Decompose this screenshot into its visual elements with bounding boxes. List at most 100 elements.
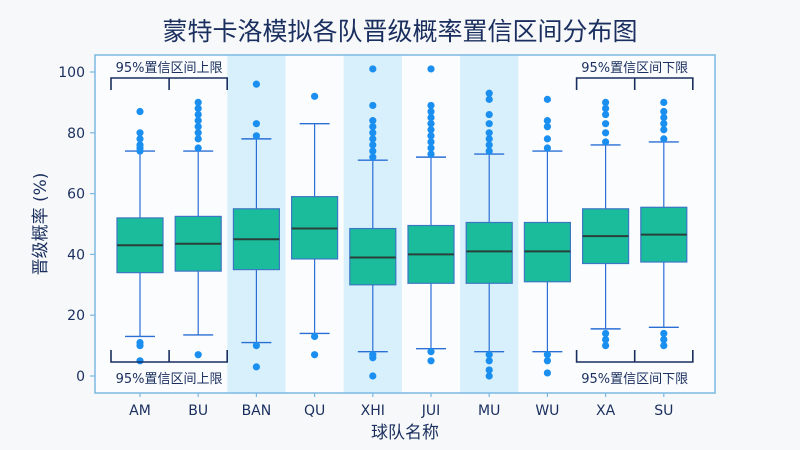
x-tick-label-am: AM: [129, 403, 151, 419]
outlier-point: [660, 135, 668, 143]
outlier-point: [543, 351, 552, 359]
outlier-point: [194, 129, 202, 137]
outlier-point: [252, 80, 260, 88]
x-tick-label-jui: JUI: [421, 403, 441, 419]
outlier-point: [485, 351, 493, 359]
outlier-point: [602, 120, 610, 128]
outlier-point: [369, 351, 377, 359]
y-tick-label-0: 0: [76, 369, 85, 385]
outlier-point: [543, 357, 552, 365]
outlier-point: [136, 129, 144, 137]
y-axis-label: 晋级概率 (%): [31, 173, 51, 276]
x-axis-label: 球队名称: [371, 423, 439, 443]
box-xa: [581, 98, 630, 350]
outlier-point: [252, 363, 260, 371]
plot-frame: [94, 54, 716, 394]
outlier-point: [194, 123, 202, 131]
outlier-point: [427, 348, 435, 356]
outlier-point: [194, 98, 202, 106]
outlier-point: [311, 351, 319, 359]
x-tick-label-su: SU: [654, 403, 673, 419]
outlier-point: [136, 338, 144, 347]
outlier-point: [311, 332, 319, 341]
outlier-point: [485, 89, 493, 97]
outlier-point: [485, 372, 493, 380]
x-tick-label-bu: BU: [188, 403, 208, 419]
outlier-point: [602, 110, 610, 119]
x-tick-label-ban: BAN: [242, 403, 272, 419]
outlier-point: [194, 104, 202, 113]
ci-annotation-label: 95%置信区间下限: [581, 372, 688, 387]
x-tick-label-wu: WU: [535, 403, 559, 419]
outlier-point: [136, 107, 144, 116]
outlier-point: [427, 120, 435, 128]
outlier-point: [485, 129, 493, 137]
outlier-point: [252, 342, 260, 350]
outlier-point: [427, 101, 435, 110]
outlier-point: [369, 65, 377, 73]
iqr-box: [465, 221, 513, 284]
box-ban: [232, 80, 280, 371]
outlier-point: [369, 372, 377, 380]
y-tick-label-20: 20: [67, 308, 85, 324]
outlier-point: [602, 104, 610, 113]
box-am: [116, 107, 164, 365]
outlier-point: [485, 141, 493, 149]
outlier-point: [602, 335, 610, 344]
outlier-point: [194, 351, 202, 359]
outlier-point: [543, 123, 552, 131]
outlier-point: [660, 342, 668, 350]
outlier-point: [485, 135, 493, 143]
x-tick-label-xhi: XHI: [361, 403, 385, 419]
y-tick-label-60: 60: [67, 187, 85, 203]
outlier-point: [194, 110, 202, 119]
x-tick-label-xa: XA: [596, 403, 616, 419]
outlier-point: [660, 114, 668, 122]
outlier-point: [427, 114, 435, 122]
outlier-point: [660, 98, 668, 106]
outlier-point: [485, 110, 493, 119]
outlier-point: [369, 147, 377, 155]
outlier-point: [543, 369, 552, 377]
outlier-point: [660, 126, 668, 134]
outlier-point: [602, 342, 610, 350]
outlier-point: [543, 144, 552, 152]
outlier-point: [194, 144, 202, 152]
outlier-point: [369, 153, 377, 161]
outlier-point: [427, 132, 435, 140]
outlier-point: [427, 357, 435, 365]
outlier-point: [602, 329, 610, 338]
outlier-point: [485, 120, 493, 128]
ci-annotation-bottom-1: 95%置信区间上限: [110, 350, 228, 387]
outlier-point: [427, 65, 435, 73]
outlier-point: [660, 329, 668, 338]
outlier-point: [369, 117, 377, 125]
outlier-point: [427, 126, 435, 134]
outlier-point: [136, 357, 144, 365]
outlier-point: [427, 138, 435, 146]
outlier-point: [485, 95, 493, 103]
box-qu: [291, 92, 339, 359]
outlier-point: [369, 135, 377, 143]
box-mu: [465, 89, 513, 380]
outlier-point: [660, 335, 668, 344]
outlier-point: [485, 147, 493, 155]
box-bu: [174, 98, 222, 359]
ci-annotation-label: 95%置信区间下限: [581, 61, 688, 76]
box-xhi: [349, 65, 397, 380]
outlier-point: [136, 141, 144, 149]
y-tick-label-40: 40: [67, 247, 85, 263]
ci-annotation-label: 95%置信区间上限: [116, 61, 223, 76]
ci-annotation-top-2: 95%置信区间下限: [575, 61, 694, 90]
outlier-point: [194, 117, 202, 125]
outlier-point: [252, 132, 260, 140]
outlier-point: [543, 117, 552, 125]
outlier-point: [136, 135, 144, 143]
outlier-point: [369, 141, 377, 149]
outlier-point: [602, 98, 610, 106]
ci-annotation-top-0: 95%置信区间上限: [110, 61, 228, 90]
outlier-point: [543, 95, 552, 103]
outlier-point: [427, 150, 435, 158]
outlier-point: [660, 107, 668, 116]
